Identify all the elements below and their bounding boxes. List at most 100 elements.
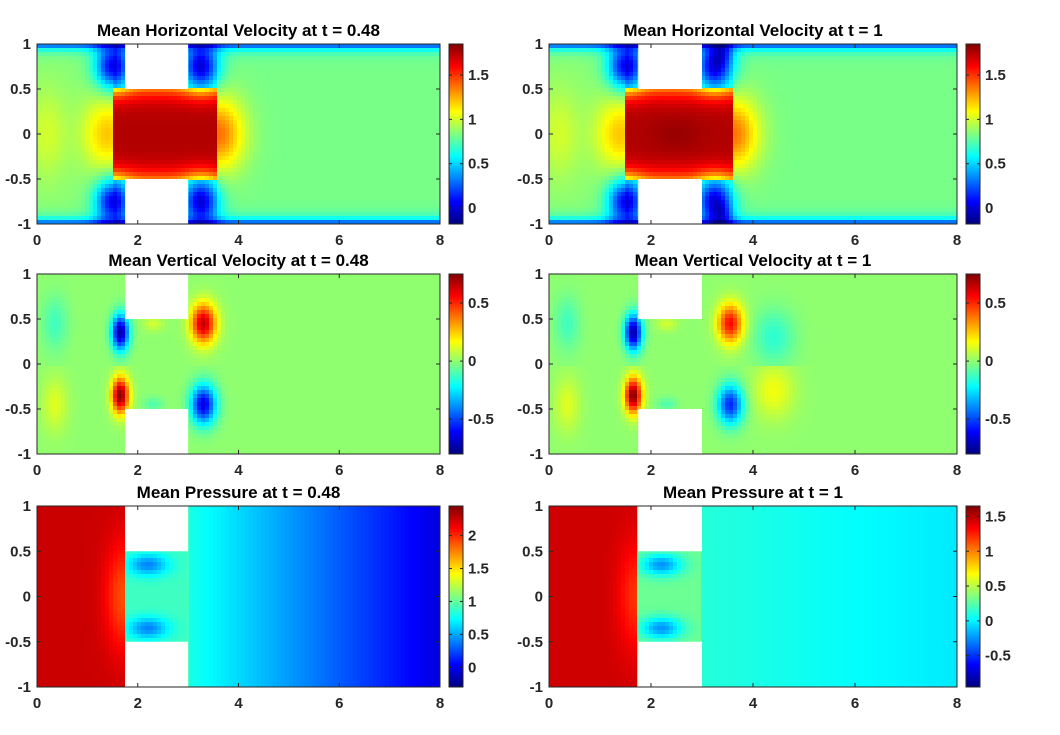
- field-cell: [581, 96, 586, 101]
- field-cell: [53, 124, 58, 129]
- field-cell: [129, 136, 134, 141]
- field-cell: [433, 204, 438, 209]
- field-cell: [361, 80, 366, 85]
- field-cell: [573, 136, 578, 141]
- field-cell: [297, 152, 302, 157]
- field-cell: [81, 64, 86, 69]
- field-cell: [361, 60, 366, 65]
- field-cell: [233, 80, 238, 85]
- field-cell: [257, 132, 262, 137]
- field-cell: [205, 56, 210, 61]
- field-cell: [285, 80, 290, 85]
- field-cell: [433, 120, 438, 125]
- field-cell: [337, 156, 342, 161]
- field-cell: [193, 148, 198, 153]
- field-cell: [393, 44, 398, 49]
- field-cell: [429, 140, 434, 145]
- field-cell: [169, 92, 174, 97]
- field-cell: [405, 136, 410, 141]
- field-cell: [429, 196, 434, 201]
- field-cell: [305, 44, 310, 49]
- field-cell: [349, 140, 354, 145]
- field-cell: [61, 184, 66, 189]
- field-cell: [325, 208, 330, 213]
- field-cell: [565, 56, 570, 61]
- field-cell: [433, 92, 438, 97]
- field-cell: [265, 112, 270, 117]
- field-cell: [229, 56, 234, 61]
- field-cell: [333, 160, 338, 165]
- field-cell: [113, 100, 118, 105]
- field-cell: [393, 204, 398, 209]
- field-cell: [337, 204, 342, 209]
- field-cell: [249, 148, 254, 153]
- field-cell: [289, 188, 294, 193]
- field-cell: [429, 180, 434, 185]
- field-cell: [297, 48, 302, 53]
- field-cell: [321, 128, 326, 133]
- field-cell: [81, 80, 86, 85]
- field-cell: [109, 172, 114, 177]
- field-cell: [209, 72, 214, 77]
- field-cell: [265, 124, 270, 129]
- field-cell: [325, 64, 330, 69]
- field-cell: [189, 72, 194, 77]
- field-cell: [85, 132, 90, 137]
- field-cell: [237, 200, 242, 205]
- field-cell: [373, 72, 378, 77]
- field-cell: [93, 144, 98, 149]
- field-cell: [121, 104, 126, 109]
- field-cell: [73, 152, 78, 157]
- field-cell: [249, 172, 254, 177]
- field-cell: [305, 164, 310, 169]
- field-cell: [61, 96, 66, 101]
- field-cell: [153, 92, 158, 97]
- field-cell: [253, 52, 258, 57]
- field-cell: [405, 140, 410, 145]
- field-cell: [349, 116, 354, 121]
- field-cell: [41, 208, 46, 213]
- field-cell: [65, 52, 70, 57]
- field-cell: [205, 216, 210, 221]
- field-cell: [45, 112, 50, 117]
- field-cell: [569, 180, 574, 185]
- field-cell: [393, 76, 398, 81]
- field-cell: [353, 72, 358, 77]
- field-cell: [337, 184, 342, 189]
- field-cell: [201, 148, 206, 153]
- field-cell: [245, 168, 250, 173]
- field-cell: [57, 204, 62, 209]
- field-cell: [221, 132, 226, 137]
- field-cell: [121, 188, 126, 193]
- field-cell: [245, 72, 250, 77]
- field-cell: [301, 128, 306, 133]
- field-cell: [233, 72, 238, 77]
- field-cell: [313, 180, 318, 185]
- field-cell: [205, 100, 210, 105]
- field-cell: [573, 196, 578, 201]
- field-cell: [261, 124, 266, 129]
- field-cell: [433, 176, 438, 181]
- field-cell: [349, 52, 354, 57]
- field-cell: [421, 216, 426, 221]
- field-cell: [117, 136, 122, 141]
- field-cell: [113, 212, 118, 217]
- field-cell: [57, 108, 62, 113]
- field-cell: [205, 52, 210, 57]
- field-cell: [65, 100, 70, 105]
- field-cell: [253, 108, 258, 113]
- field-cell: [69, 92, 74, 97]
- field-cell: [573, 212, 578, 217]
- field-cell: [285, 56, 290, 61]
- field-cell: [213, 44, 218, 49]
- field-cell: [97, 140, 102, 145]
- field-cell: [357, 144, 362, 149]
- field-cell: [417, 184, 422, 189]
- field-cell: [433, 68, 438, 73]
- field-cell: [281, 44, 286, 49]
- field-cell: [341, 100, 346, 105]
- field-cell: [405, 108, 410, 113]
- field-cell: [381, 212, 386, 217]
- field-cell: [345, 68, 350, 73]
- field-cell: [101, 116, 106, 121]
